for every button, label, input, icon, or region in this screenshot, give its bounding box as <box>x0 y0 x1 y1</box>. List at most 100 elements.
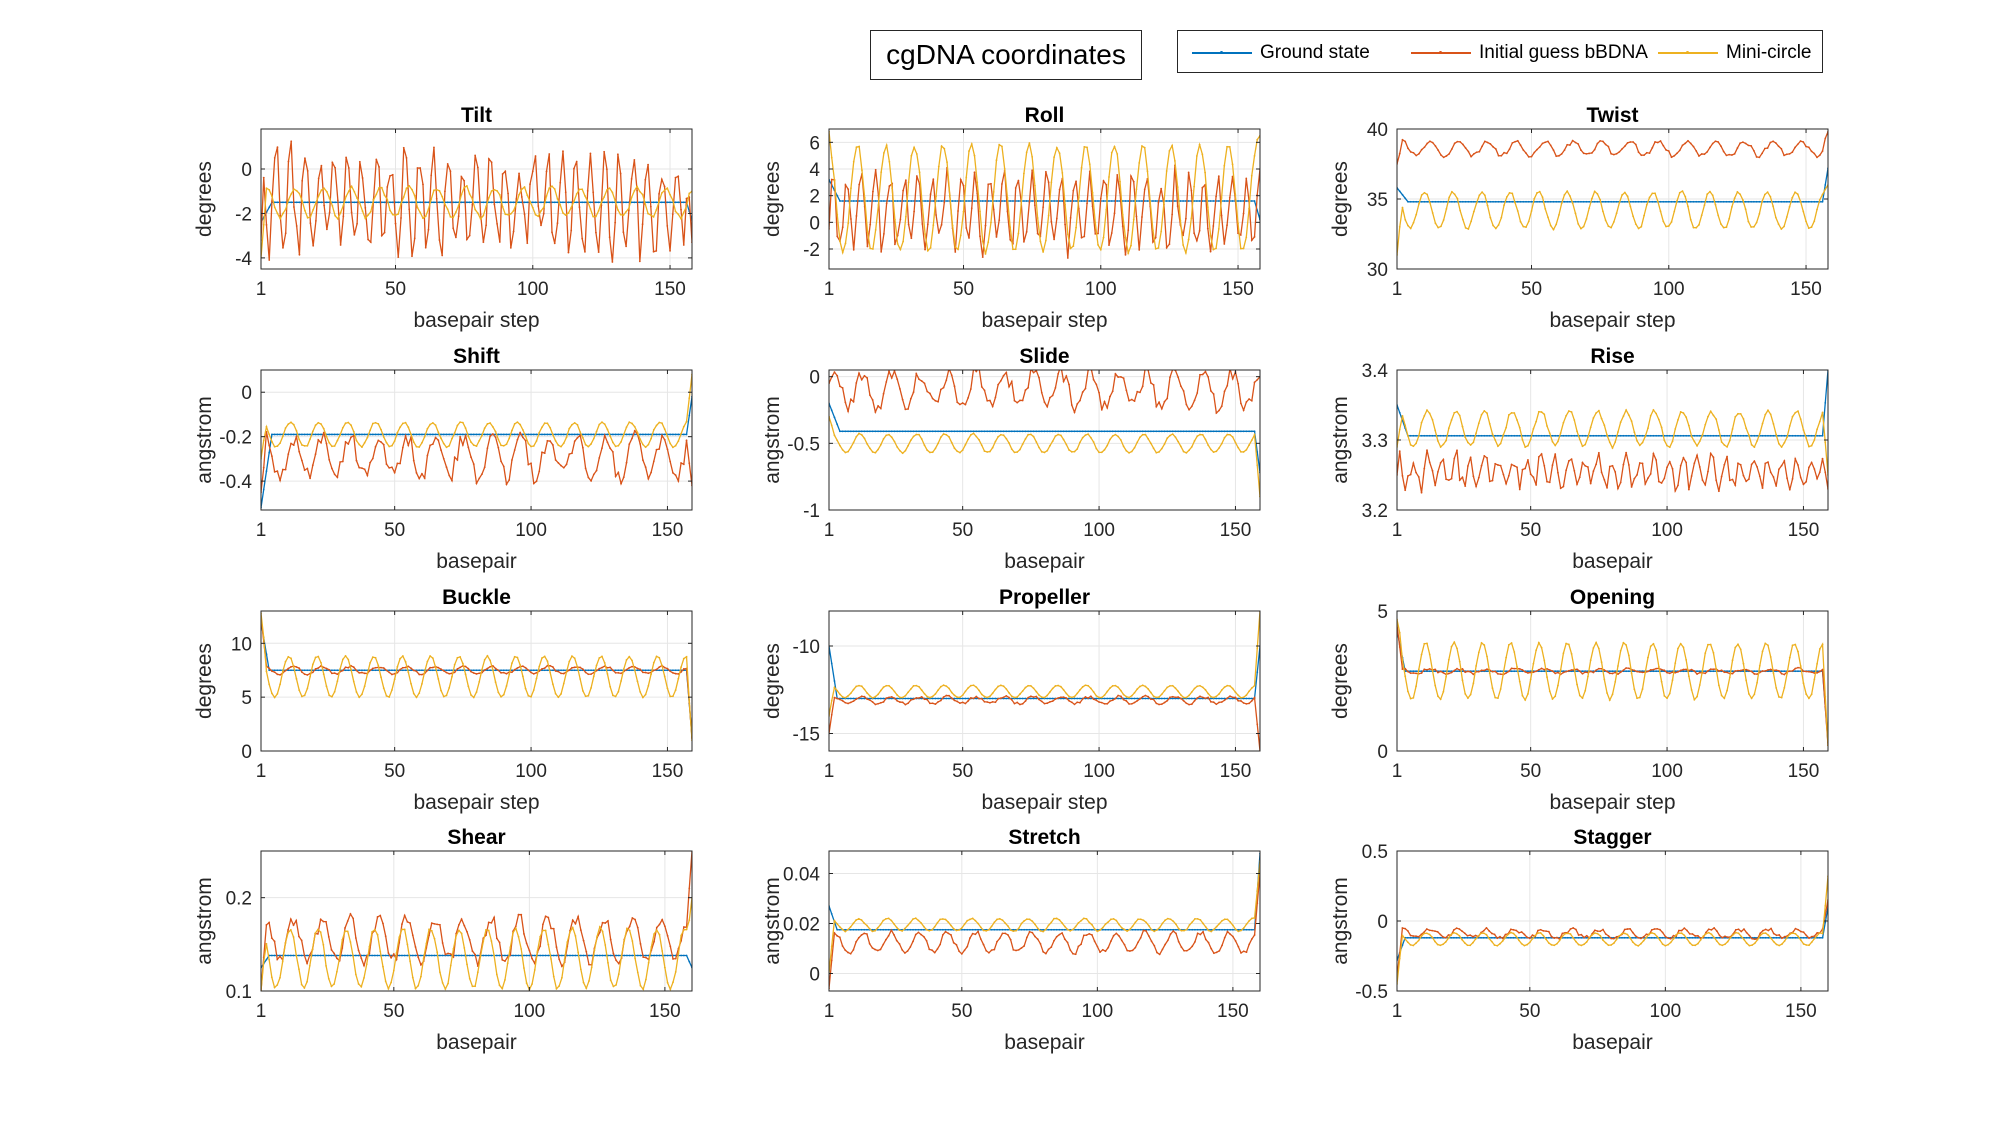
series-markers-initial-guess-bbdna <box>261 851 692 991</box>
panel-title-propeller: Propeller <box>999 586 1090 609</box>
legend: Ground state Initial guess bBDNA Mini-ci… <box>1177 30 1823 73</box>
y-tick-label: -10 <box>793 637 820 658</box>
x-tick-label: 150 <box>654 279 686 300</box>
series-markers-mini-circle <box>261 612 692 742</box>
panel-title-shear: Shear <box>447 826 505 849</box>
panel-title-shift: Shift <box>453 345 500 368</box>
x-axis-label: basepair <box>436 1031 517 1054</box>
y-tick-label: 2 <box>809 187 820 208</box>
series-line-mini-circle <box>261 184 692 258</box>
x-tick-label: 1 <box>1392 761 1403 782</box>
series-markers-mini-circle <box>829 860 1260 975</box>
series-group-twist <box>1397 130 1828 256</box>
x-tick-label: 1 <box>256 1001 267 1022</box>
x-tick-label: 100 <box>515 520 547 541</box>
x-tick-label: 100 <box>514 1001 546 1022</box>
y-tick-label: 0 <box>1377 742 1388 763</box>
x-tick-label: 100 <box>1651 520 1683 541</box>
panel-title-stagger: Stagger <box>1573 826 1651 849</box>
x-tick-label: 1 <box>824 279 835 300</box>
x-tick-label: 1 <box>256 279 267 300</box>
x-axis-label: basepair <box>1572 1031 1653 1054</box>
series-markers-initial-guess-bbdna <box>261 429 692 494</box>
series-markers-mini-circle <box>261 373 692 460</box>
x-tick-label: 150 <box>1785 1001 1817 1022</box>
y-axis-label: angstrom <box>193 396 216 484</box>
x-tick-label: 50 <box>1520 520 1541 541</box>
series-markers-mini-circle <box>1397 184 1828 256</box>
y-tick-label: -2 <box>235 204 252 225</box>
x-tick-label: 100 <box>1085 279 1117 300</box>
y-axis-label: angstrom <box>761 877 784 965</box>
axes-box-opening <box>1396 610 1829 752</box>
legend-label-mini-circle: Mini-circle <box>1726 41 1812 63</box>
x-tick-label: 1 <box>824 520 835 541</box>
x-tick-label: 1 <box>1392 1001 1403 1022</box>
y-axis-label: degrees <box>1329 643 1352 719</box>
axes-box-stretch <box>828 850 1261 992</box>
series-group-propeller <box>829 611 1260 751</box>
y-tick-label: 0.5 <box>1362 842 1388 863</box>
x-tick-label: 1 <box>1392 520 1403 541</box>
plot-area-shift <box>261 370 692 510</box>
x-tick-label: 50 <box>385 279 406 300</box>
series-line-initial-guess-bbdna <box>829 873 1260 989</box>
series-line-ground-state <box>1397 906 1828 961</box>
x-tick-label: 50 <box>952 520 973 541</box>
y-tick-label: 0 <box>241 160 252 181</box>
y-axis-label: degrees <box>1329 161 1352 237</box>
x-tick-label: 50 <box>953 279 974 300</box>
x-tick-label: 100 <box>517 279 549 300</box>
x-tick-label: 150 <box>1222 279 1254 300</box>
y-tick-label: 30 <box>1367 260 1388 281</box>
y-axis-label: degrees <box>193 643 216 719</box>
series-markers-mini-circle <box>829 611 1260 717</box>
series-group-buckle <box>261 612 692 742</box>
y-tick-label: 0 <box>241 742 252 763</box>
series-markers-initial-guess-bbdna <box>1397 449 1828 494</box>
series-markers-initial-guess-bbdna <box>829 370 1260 414</box>
y-tick-label: -4 <box>235 249 252 270</box>
series-line-mini-circle <box>829 860 1260 974</box>
legend-label-initial-guess: Initial guess bBDNA <box>1479 41 1648 63</box>
series-group-shift <box>261 373 692 509</box>
y-tick-label: 0 <box>809 213 820 234</box>
x-tick-label: 1 <box>824 761 835 782</box>
y-tick-label: 0 <box>241 383 252 404</box>
axes-box-shift <box>260 369 693 511</box>
x-tick-label: 150 <box>1790 279 1822 300</box>
panel-stretch: 1 50 100 15000.020.04Stretchbasepairangstro… <box>761 826 1261 1054</box>
y-tick-label: -0.2 <box>219 428 252 449</box>
x-tick-label: 100 <box>1083 761 1115 782</box>
series-markers-initial-guess-bbdna <box>829 872 1260 990</box>
y-tick-label: 5 <box>1377 602 1388 623</box>
series-markers-ground-state <box>1397 370 1828 437</box>
series-group-shear <box>261 851 692 991</box>
legend-item-ground-state: Ground state <box>1192 31 1370 74</box>
x-tick-label: 100 <box>1082 1001 1114 1022</box>
x-tick-label: 150 <box>1220 520 1252 541</box>
series-line-mini-circle <box>1397 876 1828 985</box>
y-axis-label: angstrom <box>1329 877 1352 965</box>
x-tick-label: 150 <box>1217 1001 1249 1022</box>
x-tick-label: 50 <box>1520 761 1541 782</box>
plot-area-propeller <box>829 611 1260 751</box>
legend-item-initial-guess: Initial guess bBDNA <box>1411 31 1648 74</box>
x-axis-label: basepair step <box>981 309 1107 332</box>
x-tick-label: 150 <box>649 1001 681 1022</box>
y-tick-label: 0.2 <box>226 889 252 910</box>
series-line-initial-guess-bbdna <box>1397 899 1828 978</box>
panel-title-opening: Opening <box>1570 586 1655 609</box>
series-group-tilt <box>261 140 692 263</box>
x-tick-label: 50 <box>1521 279 1542 300</box>
x-tick-label: 1 <box>1392 279 1403 300</box>
x-tick-label: 100 <box>515 761 547 782</box>
plot-area-buckle <box>261 611 692 751</box>
